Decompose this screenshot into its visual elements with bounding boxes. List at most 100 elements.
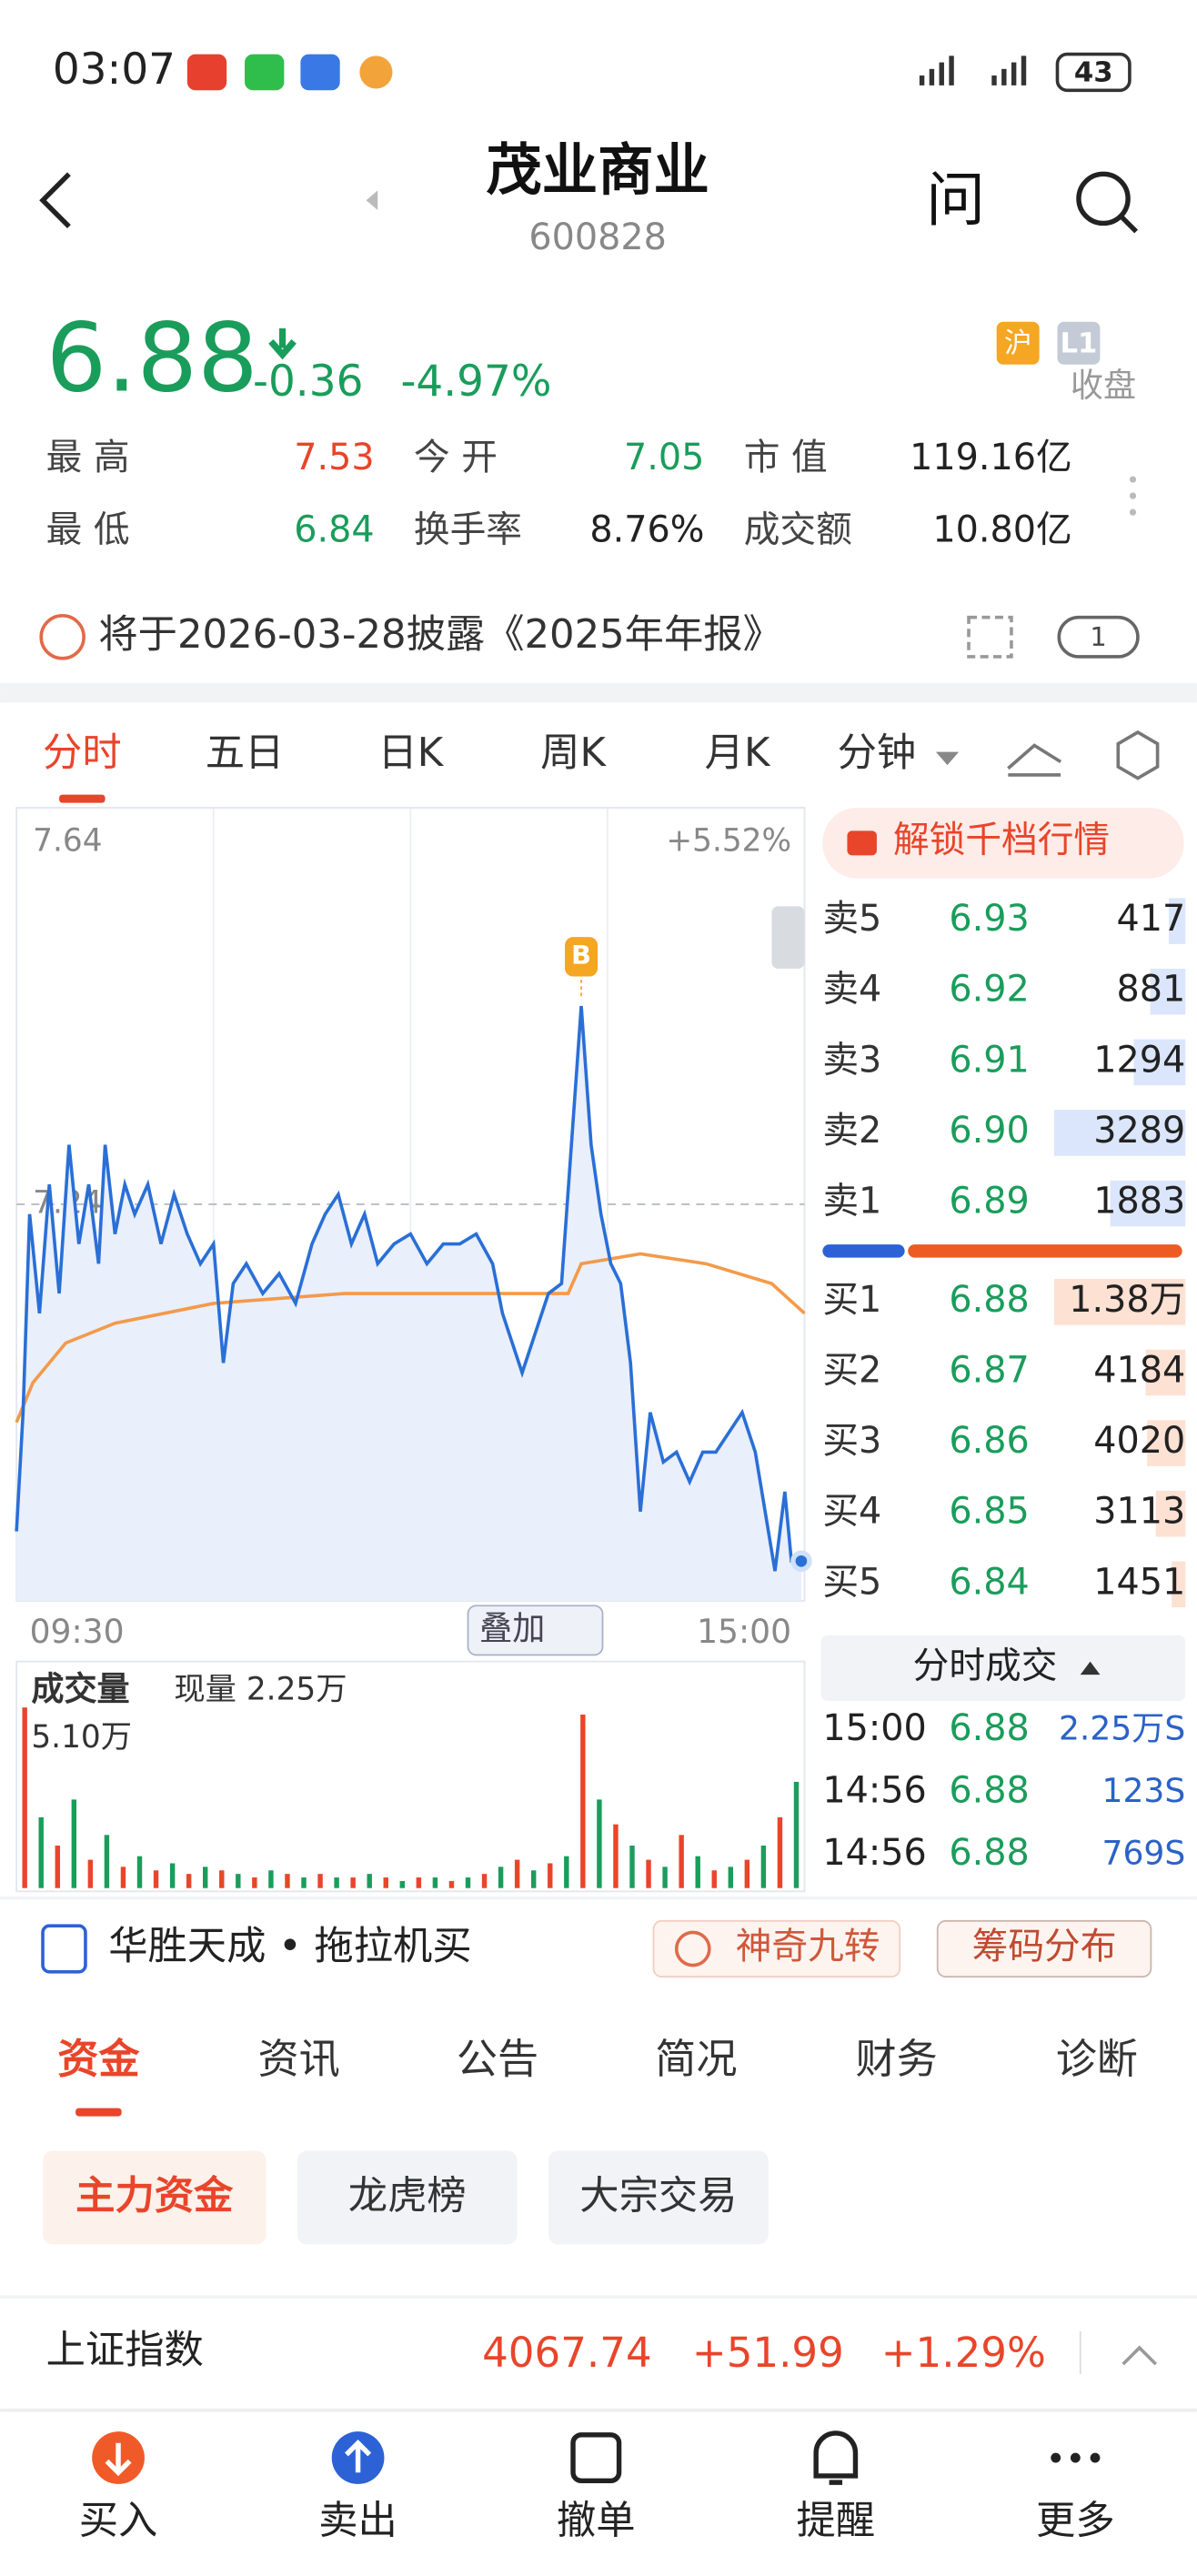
unlock-button[interactable] (822, 808, 1184, 879)
nav-label[interactable]: 更多 (1036, 2499, 1115, 2544)
volume-bar (580, 1714, 586, 1888)
level-badge[interactable] (1057, 321, 1101, 365)
trade-marker: B (571, 940, 591, 971)
nav-label[interactable]: 撤单 (557, 2499, 636, 2544)
app-icon (300, 54, 340, 91)
price-area (16, 1005, 801, 1601)
fund-button[interactable]: 龙虎榜 (348, 2173, 467, 2219)
volume-bar (120, 1867, 126, 1888)
info-tab[interactable]: 诊断 (1056, 2035, 1138, 2083)
expand-caret[interactable] (1122, 2345, 1158, 2366)
nav-label[interactable]: 买入 (79, 2499, 158, 2544)
stat-value: 7.53 (294, 437, 374, 478)
price-line (15, 1005, 801, 1572)
book-price: 6.89 (949, 1181, 1029, 1223)
trades-header[interactable] (820, 1635, 1186, 1701)
related-button[interactable]: 神奇九转 (736, 1926, 880, 1967)
book-volume: 417 (1117, 898, 1186, 940)
chart-tab[interactable]: 分钟 (838, 730, 917, 776)
button-frame[interactable] (43, 2150, 267, 2245)
more-dot (1129, 492, 1137, 499)
overlay-label[interactable]: 叠加 (479, 1609, 545, 1647)
related-text: 华胜天成 • 拖拉机买 (108, 1924, 471, 1969)
cancel-icon[interactable] (570, 2432, 622, 2484)
volume-bar (564, 1856, 569, 1888)
info-tab[interactable]: 财务 (855, 2035, 937, 2083)
button-frame[interactable] (936, 1919, 1152, 1978)
volume-bar (153, 1870, 159, 1888)
book-price: 6.92 (949, 969, 1029, 1011)
nav-label[interactable]: 卖出 (318, 2499, 397, 2544)
settings-button[interactable] (1116, 730, 1160, 780)
volume-bar (530, 1870, 537, 1888)
book-side: 买5 (822, 1561, 881, 1603)
book-price: 6.91 (949, 1039, 1029, 1081)
level: L1 (1061, 328, 1098, 360)
button-frame[interactable] (652, 1919, 901, 1978)
info-tab[interactable]: 简况 (655, 2035, 737, 2083)
nav-label[interactable]: 提醒 (797, 2499, 876, 2544)
book-volume: 1883 (1093, 1181, 1185, 1223)
prev-arrow[interactable] (366, 190, 378, 211)
chart-tab[interactable]: 月K (705, 730, 771, 776)
volume-bar (301, 1877, 307, 1888)
volume-bar (317, 1874, 323, 1888)
button-frame[interactable] (548, 2150, 769, 2245)
y-tick-label: 7.64 (33, 822, 102, 859)
book-volume: 1294 (1093, 1039, 1185, 1081)
related-button[interactable]: 筹码分布 (972, 1926, 1117, 1967)
volume-bar (514, 1859, 520, 1888)
fund-button[interactable]: 主力资金 (75, 2173, 234, 2219)
book-price: 6.90 (949, 1110, 1029, 1152)
search-button[interactable] (1076, 171, 1131, 226)
depth-bar (1168, 898, 1186, 944)
button-frame[interactable] (297, 2150, 518, 2245)
average-line (15, 1252, 806, 1424)
book-price: 6.85 (949, 1491, 1029, 1533)
book-side: 卖3 (822, 1039, 881, 1081)
chart-tab[interactable]: 周K (540, 730, 607, 776)
volume-bar (268, 1870, 274, 1888)
x-tick-label: 15:00 (697, 1613, 791, 1651)
overlay-button[interactable] (467, 1605, 604, 1656)
chart-tab[interactable]: 五日 (206, 730, 285, 776)
trade-price: 6.88 (949, 1770, 1029, 1812)
volume-title: 成交量 (31, 1670, 129, 1708)
info-tab[interactable]: 资讯 (257, 2035, 339, 2083)
book-price: 6.86 (949, 1420, 1029, 1462)
volume-bar (22, 1707, 27, 1888)
indicator-button[interactable] (1007, 743, 1062, 777)
chart-tab[interactable]: 分时 (43, 730, 122, 776)
buy-arrow (105, 2442, 132, 2477)
back-button[interactable] (39, 172, 71, 229)
volume-bar (728, 1867, 734, 1888)
volume-bar (679, 1835, 684, 1888)
signal-icons (919, 55, 1027, 86)
volume-bar (236, 1874, 241, 1888)
stat-value: 8.76% (589, 508, 704, 550)
chart-tab[interactable]: 日K (377, 730, 444, 776)
notice-badge[interactable] (1057, 615, 1140, 659)
volume-bar (597, 1799, 602, 1888)
price-change-pct: -4.97% (401, 357, 552, 407)
volume-bar (498, 1867, 504, 1888)
stat-value: 7.05 (624, 437, 704, 478)
ask-button[interactable]: 问 (926, 166, 985, 235)
volume-bar (793, 1781, 800, 1888)
more-icon[interactable] (1051, 2452, 1101, 2463)
separator (0, 682, 1197, 703)
volume-tick-label: 5.10万 (31, 1719, 132, 1756)
alert-icon[interactable] (813, 2430, 859, 2485)
info-tab[interactable]: 公告 (457, 2035, 538, 2083)
volume-bar (416, 1877, 422, 1888)
related-icon (41, 1924, 87, 1974)
expand-tab[interactable] (771, 906, 805, 969)
index-value: 4067.74 (482, 2329, 652, 2377)
unlock-label[interactable]: 解锁千档行情 (893, 819, 1110, 860)
info-tab[interactable]: 资金 (57, 2035, 140, 2083)
book-volume: 4184 (1093, 1349, 1185, 1391)
fund-button[interactable]: 大宗交易 (579, 2173, 737, 2219)
stat-label: 今 开 (414, 437, 498, 478)
